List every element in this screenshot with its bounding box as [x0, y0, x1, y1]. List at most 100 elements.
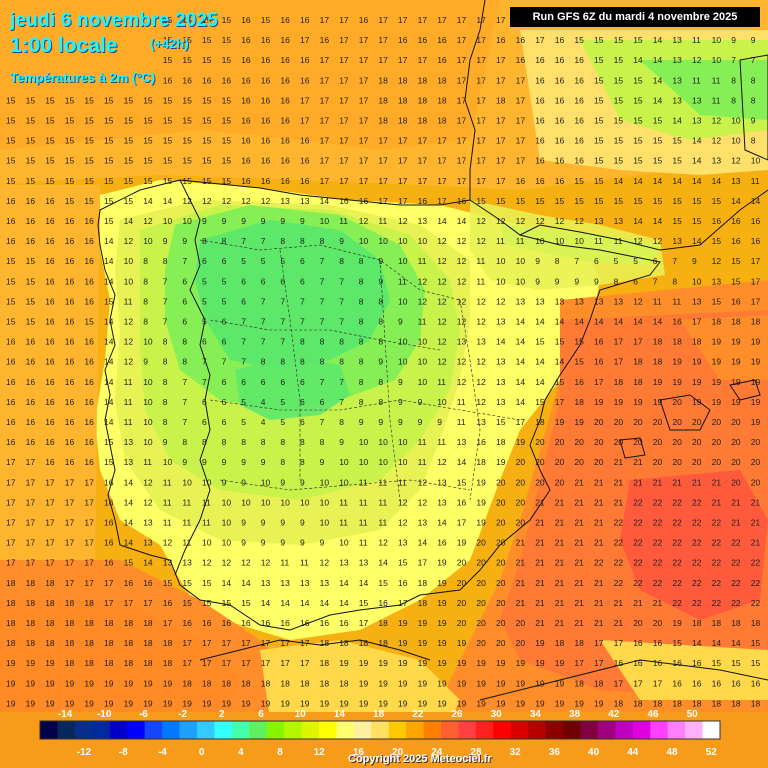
grid-value: 13: [124, 437, 134, 447]
grid-value: 17: [124, 598, 134, 608]
grid-value: 16: [653, 638, 663, 648]
grid-value: 15: [65, 136, 75, 146]
grid-value: 18: [614, 377, 624, 387]
grid-value: 7: [320, 317, 325, 327]
grid-value: 15: [163, 156, 173, 166]
grid-value: 10: [574, 236, 584, 246]
grid-value: 10: [182, 216, 192, 226]
grid-value: 8: [222, 236, 227, 246]
grid-value: 18: [555, 638, 565, 648]
grid-value: 11: [457, 417, 466, 427]
grid-value: 12: [418, 497, 428, 507]
grid-value: 21: [535, 497, 545, 507]
grid-value: 7: [320, 417, 325, 427]
legend-label: 18: [373, 709, 385, 720]
grid-value: 16: [574, 116, 584, 126]
grid-value: 14: [614, 176, 624, 186]
grid-value: 19: [574, 698, 584, 708]
grid-value: 17: [359, 116, 369, 126]
grid-value: 16: [84, 457, 94, 467]
grid-value: 20: [516, 457, 526, 467]
grid-value: 18: [574, 638, 584, 648]
grid-value: 17: [26, 558, 36, 568]
grid-value: 13: [182, 558, 192, 568]
grid-value: 17: [378, 136, 388, 146]
grid-value: 16: [45, 357, 55, 367]
grid-value: 16: [6, 196, 16, 206]
grid-value: 18: [731, 698, 741, 708]
grid-value: 18: [751, 698, 761, 708]
grid-value: 17: [339, 75, 349, 85]
grid-value: 16: [280, 75, 290, 85]
grid-value: 13: [437, 497, 447, 507]
grid-value: 16: [280, 116, 290, 126]
grid-value: 15: [65, 196, 75, 206]
grid-value: 20: [457, 558, 467, 568]
grid-value: 15: [104, 136, 114, 146]
grid-value: 7: [320, 276, 325, 286]
grid-value: 16: [339, 618, 349, 628]
grid-value: 13: [712, 276, 722, 286]
grid-value: 10: [261, 497, 271, 507]
grid-value: 19: [6, 678, 16, 688]
grid-value: 8: [320, 357, 325, 367]
grid-value: 10: [143, 397, 153, 407]
grid-value: 14: [653, 35, 663, 45]
grid-value: 16: [26, 337, 36, 347]
grid-value: 19: [457, 638, 467, 648]
grid-value: 14: [516, 357, 526, 367]
grid-value: 15: [594, 116, 604, 126]
grid-value: 17: [339, 156, 349, 166]
grid-value: 16: [555, 136, 565, 146]
grid-value: 17: [261, 658, 271, 668]
grid-value: 16: [339, 196, 349, 206]
grid-value: 17: [26, 518, 36, 528]
grid-value: 6: [222, 397, 227, 407]
grid-value: 11: [398, 276, 407, 286]
grid-value: 12: [222, 558, 232, 568]
grid-value: 7: [241, 357, 246, 367]
grid-value: 13: [457, 437, 467, 447]
grid-value: 19: [84, 698, 94, 708]
grid-value: 10: [280, 497, 290, 507]
grid-value: 16: [261, 35, 271, 45]
legend-swatches: [39, 720, 721, 740]
grid-value: 19: [45, 678, 55, 688]
grid-value: 12: [496, 296, 506, 306]
grid-value: 8: [182, 437, 187, 447]
grid-value: 15: [6, 176, 16, 186]
grid-value: 18: [104, 638, 114, 648]
grid-value: 20: [535, 457, 545, 467]
grid-value: 8: [751, 95, 756, 105]
grid-value: 18: [65, 638, 75, 648]
grid-value: 19: [163, 678, 173, 688]
grid-value: 22: [692, 578, 702, 588]
grid-value: 13: [496, 317, 506, 327]
grid-value: 16: [65, 397, 75, 407]
grid-value: 16: [280, 55, 290, 65]
grid-value: 20: [555, 457, 565, 467]
grid-value: 12: [476, 397, 486, 407]
grid-value: 21: [535, 598, 545, 608]
grid-value: 18: [496, 437, 506, 447]
grid-value: 8: [143, 317, 148, 327]
grid-value: 8: [143, 276, 148, 286]
grid-value: 15: [143, 136, 153, 146]
grid-value: 14: [320, 196, 330, 206]
grid-value: 14: [594, 317, 604, 327]
grid-value: 20: [457, 578, 467, 588]
grid-value: 10: [261, 477, 271, 487]
grid-value: 19: [535, 638, 545, 648]
grid-value: 9: [261, 518, 266, 528]
legend-swatch: [196, 721, 215, 739]
grid-value: 16: [124, 578, 134, 588]
grid-value: 19: [202, 698, 212, 708]
grid-value: 17: [692, 317, 702, 327]
legend-label: 26: [451, 709, 463, 720]
portugal-spain-border: [174, 179, 211, 576]
grid-value: 21: [574, 497, 584, 507]
grid-value: 20: [731, 437, 741, 447]
grid-value: 20: [476, 578, 486, 588]
grid-value: 10: [496, 276, 506, 286]
grid-value: 12: [731, 156, 741, 166]
